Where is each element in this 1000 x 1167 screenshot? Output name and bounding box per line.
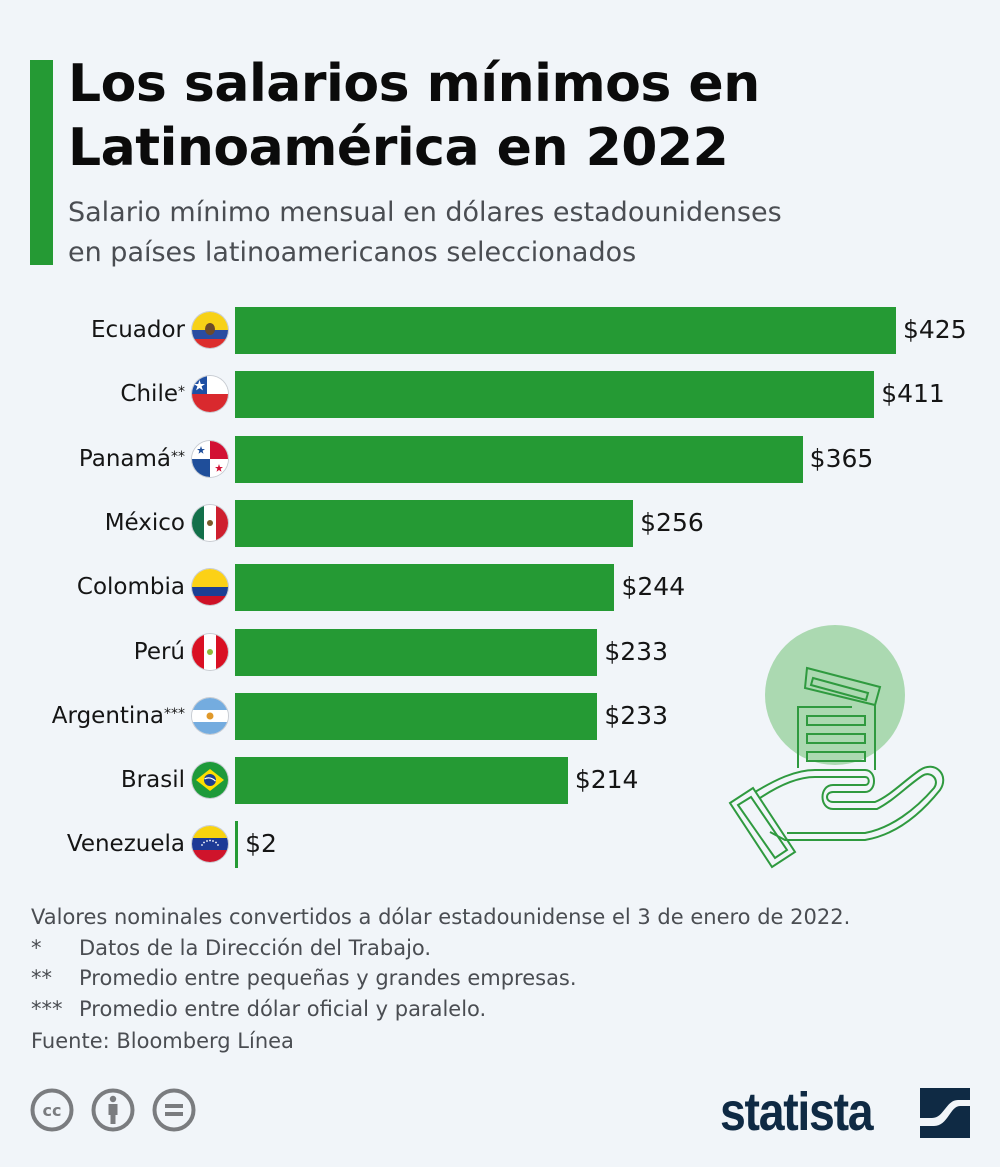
bar [235, 435, 803, 483]
bar [235, 499, 634, 547]
category-label: Argentina*** [52, 700, 185, 732]
title-line-2: Latinoamérica en 2022 [68, 118, 729, 178]
category-name: Venezuela [66, 831, 185, 858]
chart-row: Argentina*** $233 [0, 686, 1000, 750]
bar-chart: Ecuador $425 Chile* $411 Panamá** $365 México $… [0, 300, 1000, 880]
hand-holding-money-icon [728, 625, 945, 869]
category-label: Colombia [77, 571, 185, 603]
subtitle-line-2: en países latinoamericanos seleccionados [68, 237, 637, 268]
peru-flag-icon [192, 633, 228, 670]
subtitle-line-1: Salario mínimo mensual en dólares estado… [68, 197, 782, 228]
category-label: Panamá** [79, 443, 185, 475]
footnote: ** Promedio entre pequeñas y grandes empr… [31, 963, 981, 994]
category-name: Chile [120, 381, 178, 408]
category-label: Perú [134, 636, 185, 668]
category-name: Brasil [120, 767, 185, 794]
chart-subtitle: Salario mínimo mensual en dólares estado… [68, 193, 988, 273]
category-name: Panamá [78, 445, 171, 472]
panama-flag-icon [192, 440, 228, 477]
bar [235, 371, 875, 419]
category-name: Ecuador [91, 317, 185, 343]
value-label: $256 [640, 507, 704, 537]
category-label: México [105, 507, 185, 539]
title-line-1: Los salarios mínimos en [68, 54, 760, 114]
colombia-flag-icon [192, 569, 228, 606]
title-accent-bar [30, 60, 53, 265]
footnote-mark: *** [164, 705, 185, 722]
svg-text:cc: cc [43, 1101, 62, 1120]
brand-wordmark: statista [720, 1082, 874, 1142]
value-label: $214 [574, 765, 639, 795]
chart-row: Ecuador $425 [0, 300, 1000, 364]
value-label: $411 [881, 379, 945, 409]
no-derivatives-icon[interactable] [152, 1088, 196, 1132]
value-label: $233 [604, 700, 668, 730]
value-label: $365 [809, 443, 874, 473]
footnote-text: Datos de la Dirección del Trabajo. [79, 935, 432, 960]
footnote-text: Promedio entre dólar oficial y paralelo. [79, 996, 487, 1021]
attribution-icon[interactable] [91, 1088, 135, 1132]
statista-mark-icon [920, 1088, 970, 1138]
license-icons: cc [30, 1088, 208, 1136]
footnote: * Datos de la Dirección del Trabajo. [31, 933, 981, 964]
venezuela-flag-icon [192, 826, 228, 863]
footnote-mark: * [31, 935, 42, 960]
ecuador-flag-icon [192, 312, 228, 348]
chart-title: Los salarios mínimos en Latinoamérica en… [68, 52, 988, 180]
bar [235, 564, 615, 612]
footnote: *** Promedio entre dólar oficial y parale… [31, 994, 981, 1025]
footnote-text: Promedio entre pequeñas y grandes empres… [79, 966, 577, 990]
chart-row: Colombia $244 [0, 557, 1000, 621]
chile-flag-icon [192, 376, 228, 413]
chart-notes: Valores nominales convertidos a dólar es… [31, 902, 981, 1057]
chart-row: Perú $233 [0, 622, 1000, 686]
footnote-mark: * [178, 384, 185, 401]
note-main: Valores nominales convertidos a dólar es… [31, 905, 851, 929]
chart-row: Venezuela $2 [0, 814, 1000, 878]
bar [235, 628, 598, 676]
bar [235, 757, 568, 805]
category-label: Venezuela [67, 828, 185, 860]
bar [235, 692, 598, 740]
value-label: $233 [604, 636, 668, 666]
category-label: Ecuador [91, 314, 185, 346]
footnote-mark: ** [171, 448, 185, 465]
bar [235, 307, 896, 354]
category-label: Brasil [121, 764, 185, 796]
brazil-flag-icon [192, 762, 228, 799]
category-name: Colombia [76, 574, 185, 601]
chart-row: Panamá** $365 [0, 429, 1000, 493]
chart-row: Chile* $411 [0, 364, 1000, 428]
chart-row: México $256 [0, 493, 1000, 557]
value-label: $425 [903, 315, 967, 344]
category-label: Chile* [120, 378, 185, 410]
argentina-flag-icon [192, 697, 228, 734]
category-name: Perú [133, 638, 185, 665]
chart-row: Brasil $214 [0, 750, 1000, 814]
footnote-mark: *** [31, 996, 63, 1021]
value-label: $2 [245, 829, 277, 859]
source-note: Fuente: Bloomberg Línea [31, 1029, 294, 1053]
category-name: Argentina [51, 702, 164, 729]
value-label: $244 [621, 572, 686, 602]
footnote-mark: ** [31, 966, 52, 990]
mexico-flag-icon [192, 504, 228, 541]
bar [235, 821, 239, 869]
cc-icon[interactable]: cc [30, 1088, 74, 1132]
category-name: México [104, 509, 185, 536]
